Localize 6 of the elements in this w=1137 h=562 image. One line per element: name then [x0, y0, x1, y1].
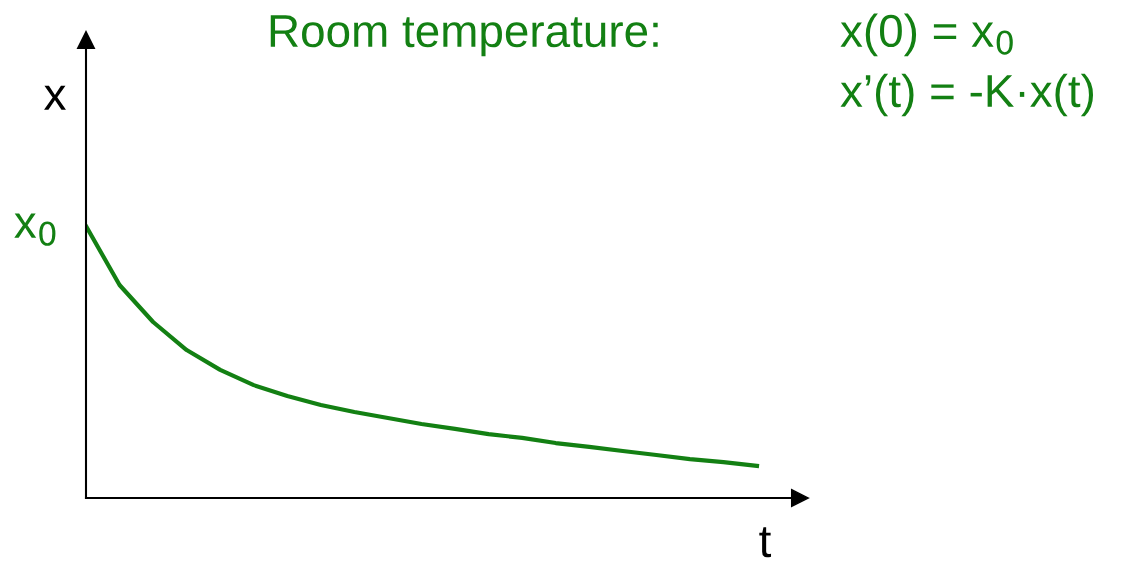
- chart-title: Room temperature:: [270, 15, 658, 57]
- text: x’(t) = -K·x(t): [840, 73, 1094, 117]
- text: x(0) = x$_{0}$: [840, 13, 1013, 57]
- text: x$_{0}$: [14, 213, 56, 246]
- y-axis-title: x: [44, 85, 66, 110]
- x-axis-title: t: [759, 527, 772, 558]
